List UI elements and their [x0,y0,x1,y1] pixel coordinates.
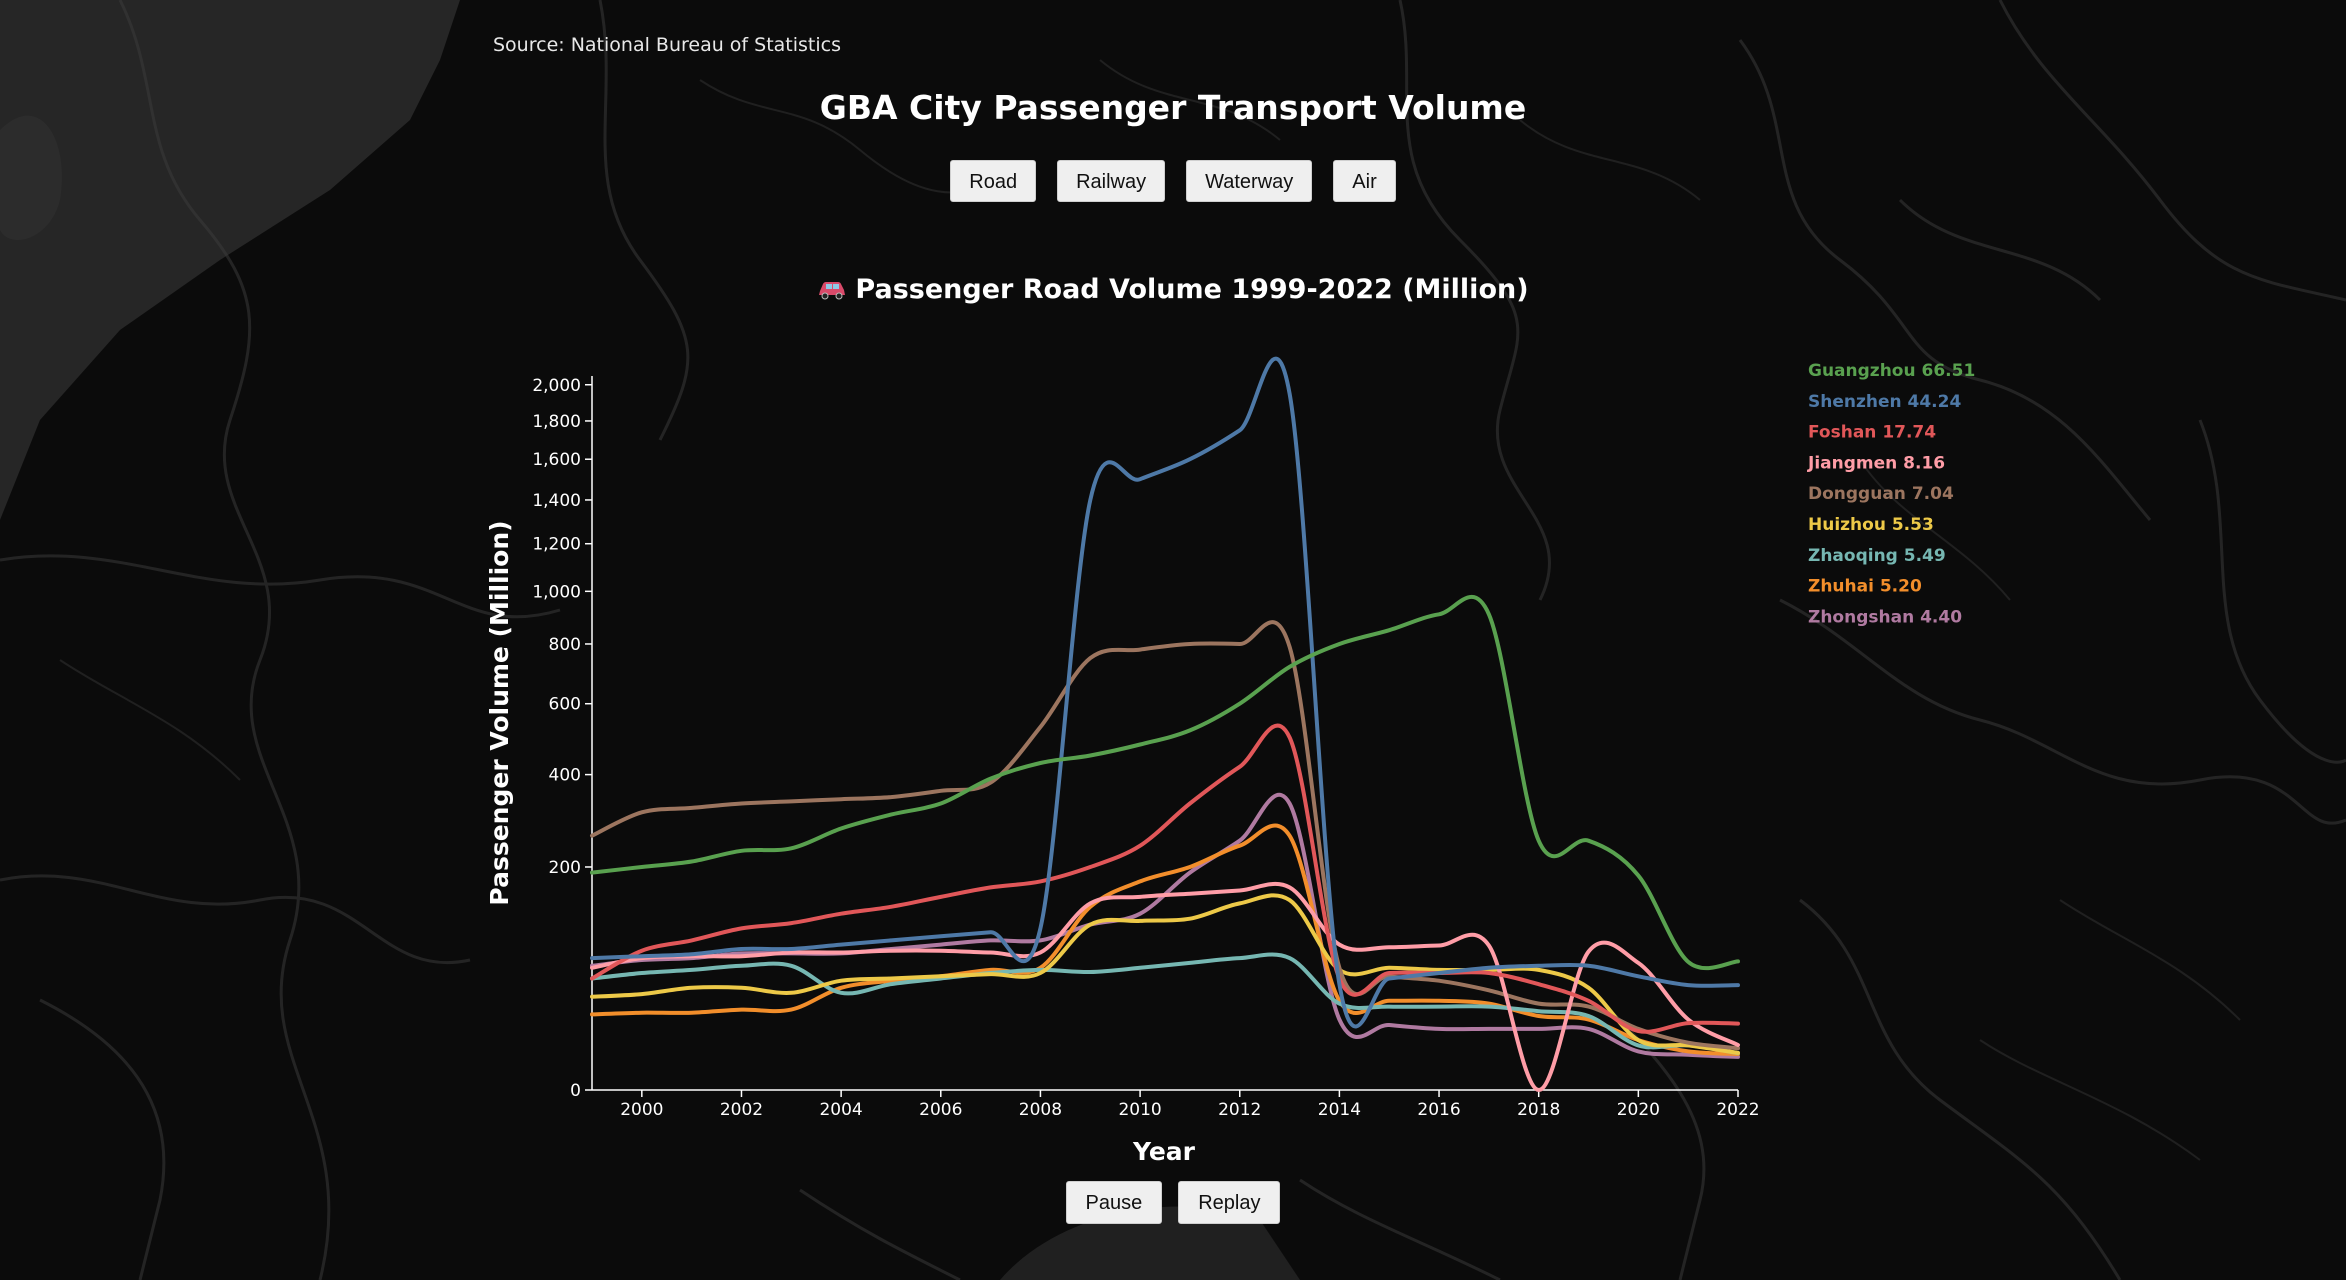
x-tick-label: 2002 [720,1100,763,1120]
y-tick-label: 400 [549,766,581,786]
y-axis-label: Passenger Volume (Million) [485,520,514,905]
series-line-guangzhou [590,595,1740,971]
y-tick-label: 1,200 [532,535,581,555]
y-tick-label: 0 [570,1081,581,1101]
legend-item-dongguan: Dongguan 7.04 [1808,484,1954,504]
playback-controls: Pause Replay [0,1181,2346,1224]
y-tick-label: 600 [549,695,581,715]
legend-item-jiangmen: Jiangmen 8.16 [1807,453,1945,473]
x-axis-label: Year [1132,1137,1196,1166]
car-icon [819,282,846,300]
x-tick-label: 2000 [620,1100,663,1120]
legend-item-zhaoqing: Zhaoqing 5.49 [1808,546,1946,566]
x-tick-label: 2018 [1517,1100,1560,1120]
chart-subtitle: Passenger Road Volume 1999-2022 (Million… [0,274,2346,305]
tab-railway[interactable]: Railway [1057,160,1166,202]
legend-item-zhuhai: Zhuhai 5.20 [1808,577,1922,597]
legend-item-huizhou: Huizhou 5.53 [1808,515,1934,535]
legend-item-shenzhen: Shenzhen 44.24 [1808,392,1961,412]
x-tick-label: 2014 [1318,1100,1361,1120]
series-line-zhuhai [590,823,1740,1056]
series-line-foshan [590,723,1740,1034]
tab-road[interactable]: Road [950,160,1037,202]
x-tick-label: 2020 [1617,1100,1660,1120]
replay-button[interactable]: Replay [1178,1181,1281,1224]
pause-button[interactable]: Pause [1065,1181,1163,1224]
legend-item-foshan: Foshan 17.74 [1808,423,1936,443]
x-tick-label: 2010 [1118,1100,1161,1120]
y-tick-label: 1,400 [532,491,581,511]
y-tick-label: 2,000 [532,376,581,396]
x-tick-label: 2004 [819,1100,862,1120]
y-tick-label: 1,000 [532,582,581,602]
y-tick-label: 200 [549,858,581,878]
x-tick-label: 2022 [1716,1100,1759,1120]
x-tick-label: 2008 [1019,1100,1062,1120]
transport-mode-tabs: Road Railway Waterway Air [0,160,2346,202]
legend-item-zhongshan: Zhongshan 4.40 [1808,607,1962,627]
tab-air[interactable]: Air [1333,160,1396,202]
series-line-huizhou [590,893,1740,1055]
y-tick-label: 1,600 [532,450,581,470]
series-line-shenzhen [590,356,1740,1029]
chart-subtitle-text: Passenger Road Volume 1999-2022 (Million… [855,274,1529,305]
x-tick-label: 2006 [919,1100,962,1120]
series-line-jiangmen [590,881,1740,1092]
series-lines [590,356,1740,1092]
x-tick-label: 2016 [1417,1100,1460,1120]
legend: Guangzhou 66.51 Shenzhen 44.24 Foshan 17.7… [1807,361,1975,627]
y-tick-label: 1,800 [532,412,581,432]
axes: 0 200 400 600 800 1,000 1,200 1,400 1,600 1,800 2,… [532,376,1759,1120]
x-tick-label: 2012 [1218,1100,1261,1120]
legend-item-guangzhou: Guangzhou 66.51 [1808,361,1975,381]
page-title: GBA City Passenger Transport Volume [819,88,1527,127]
source-note: Source: National Bureau of Statistics [493,34,842,56]
series-line-dongguan [590,620,1740,1051]
y-tick-label: 800 [549,635,581,655]
tab-waterway[interactable]: Waterway [1186,160,1313,202]
series-line-zhaoqing [590,952,1740,1056]
